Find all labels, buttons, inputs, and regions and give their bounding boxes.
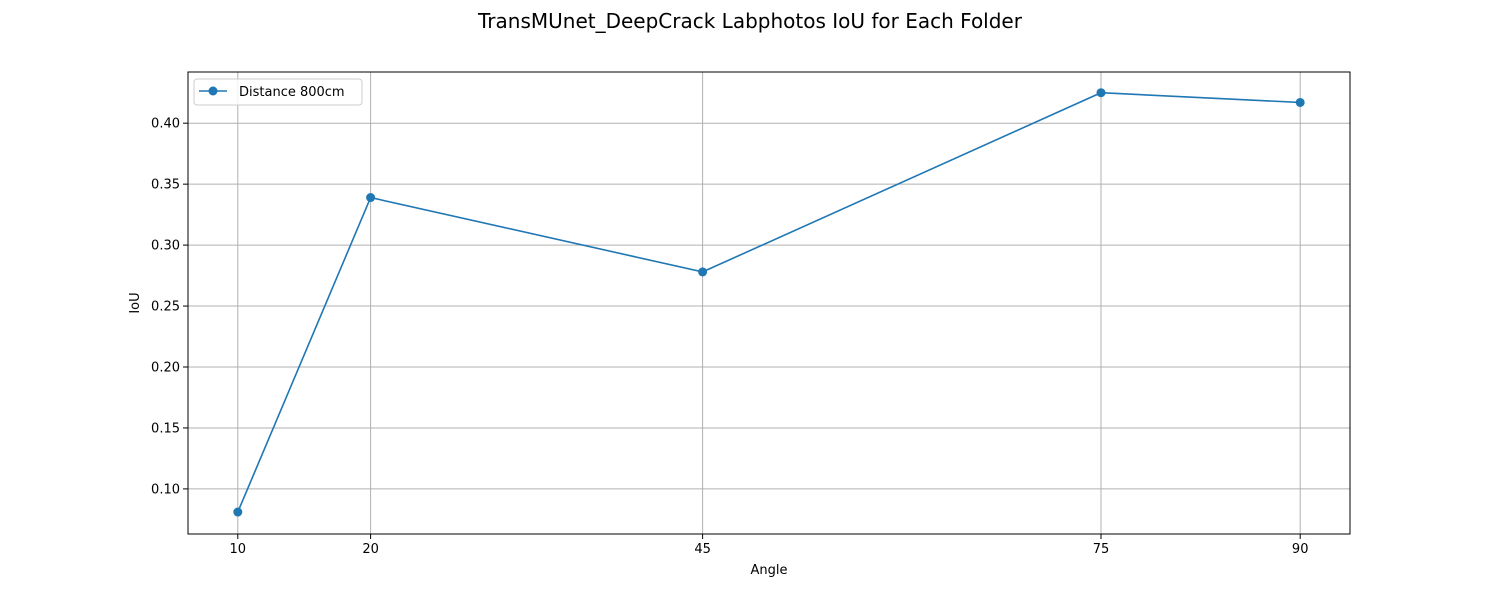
y-axis: 0.10 0.15 0.20 0.25 0.30 0.35 0.40 — [151, 117, 188, 497]
x-axis-label: Angle — [751, 563, 788, 578]
plot-frame — [187, 71, 1351, 535]
data-point — [698, 267, 708, 277]
y-tick-label: 0.30 — [151, 239, 180, 254]
legend: Distance 800cm — [193, 78, 363, 106]
data-point — [366, 193, 376, 203]
y-tick-label: 0.40 — [151, 117, 180, 132]
y-axis-label: IoU — [128, 292, 143, 313]
grid — [188, 72, 1350, 534]
x-tick-label: 45 — [694, 542, 711, 557]
x-tick-label: 90 — [1292, 542, 1309, 557]
x-tick-label: 10 — [230, 542, 247, 557]
y-tick-label: 0.10 — [151, 482, 180, 497]
y-tick-label: 0.15 — [151, 421, 180, 436]
legend-box — [193, 78, 363, 106]
y-tick-label: 0.35 — [151, 178, 180, 193]
data-point — [1295, 97, 1305, 107]
series-layer — [233, 88, 1305, 517]
y-tick-label: 0.25 — [151, 300, 180, 315]
data-point — [233, 507, 243, 517]
data-point — [1096, 88, 1106, 98]
x-axis: 10 20 45 75 90 — [230, 534, 1309, 557]
legend-entry-label: Distance 800cm — [239, 85, 345, 100]
x-tick-label: 75 — [1093, 542, 1110, 557]
chart-title: TransMUnet_DeepCrack Labphotos IoU for E… — [477, 9, 1023, 33]
x-tick-label: 20 — [362, 542, 379, 557]
legend-series-marker — [208, 86, 218, 96]
y-tick-label: 0.20 — [151, 360, 180, 375]
